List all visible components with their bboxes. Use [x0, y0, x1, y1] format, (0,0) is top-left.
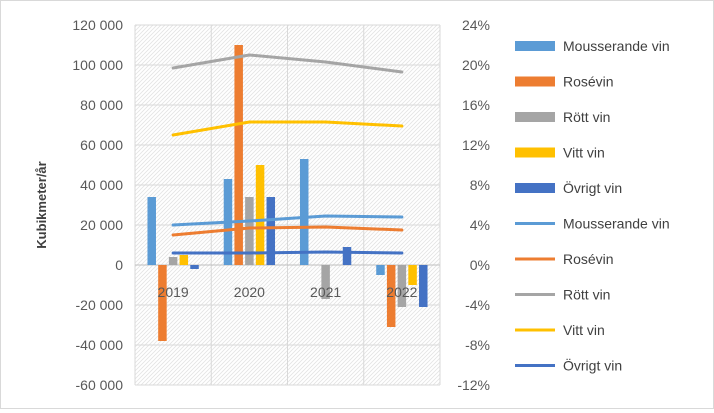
- bar: [245, 197, 254, 265]
- legend-label: Vitt vin: [563, 145, 605, 161]
- y-tick-label: -60 000: [76, 377, 124, 393]
- legend-label: Övrigt vin: [563, 179, 622, 196]
- x-tick-label: 2020: [234, 284, 265, 300]
- legend-label: Vitt vin: [563, 322, 605, 338]
- legend-label: Rött vin: [563, 287, 610, 303]
- y-tick-label: -40 000: [76, 337, 124, 353]
- y2-tick-label: 8%: [470, 177, 490, 193]
- y-tick-label: 120 000: [72, 17, 123, 33]
- legend-swatch-bar: [515, 148, 555, 158]
- y-axis-title: Kubikmeter/år: [34, 161, 49, 248]
- y2-tick-label: -8%: [465, 337, 490, 353]
- x-tick-label: 2019: [158, 284, 189, 300]
- y2-tick-label: -4%: [465, 297, 490, 313]
- bar: [343, 247, 352, 265]
- legend-label: Mousserande vin: [563, 38, 670, 54]
- legend-label: Övrigt vin: [563, 357, 622, 374]
- bar: [256, 165, 265, 265]
- bar: [376, 265, 385, 275]
- bar: [408, 265, 417, 285]
- legend-swatch-bar: [515, 41, 555, 51]
- y2-tick-label: 20%: [462, 57, 490, 73]
- bar: [158, 265, 167, 341]
- legend-label: Rosévin: [563, 251, 614, 267]
- y2-tick-label: -12%: [457, 377, 490, 393]
- legend-label: Rosévin: [563, 74, 614, 90]
- bar: [234, 45, 243, 265]
- bar: [169, 257, 178, 265]
- y-tick-label: 20 000: [80, 217, 123, 233]
- bar: [190, 265, 199, 269]
- bar: [180, 255, 189, 265]
- y-tick-label: 80 000: [80, 97, 123, 113]
- bar: [300, 159, 309, 265]
- x-tick-label: 2021: [310, 284, 341, 300]
- y-tick-label: 40 000: [80, 177, 123, 193]
- y2-tick-label: 4%: [470, 217, 490, 233]
- legend-label: Rött vin: [563, 109, 610, 125]
- y-tick-label: -20 000: [76, 297, 124, 313]
- y2-tick-label: 0%: [470, 257, 490, 273]
- bar: [419, 265, 428, 307]
- series-line: [173, 252, 402, 253]
- y2-tick-label: 24%: [462, 17, 490, 33]
- y-tick-label: 60 000: [80, 137, 123, 153]
- bar: [147, 197, 156, 265]
- y-tick-label: 0: [115, 257, 123, 273]
- legend-label: Mousserande vin: [563, 216, 670, 232]
- x-tick-label: 2022: [386, 284, 417, 300]
- y2-tick-label: 12%: [462, 137, 490, 153]
- y2-tick-label: 16%: [462, 97, 490, 113]
- legend-swatch-bar: [515, 77, 555, 87]
- legend-swatch-bar: [515, 112, 555, 122]
- legend-swatch-bar: [515, 183, 555, 193]
- y-tick-label: 100 000: [72, 57, 123, 73]
- bar: [267, 197, 276, 265]
